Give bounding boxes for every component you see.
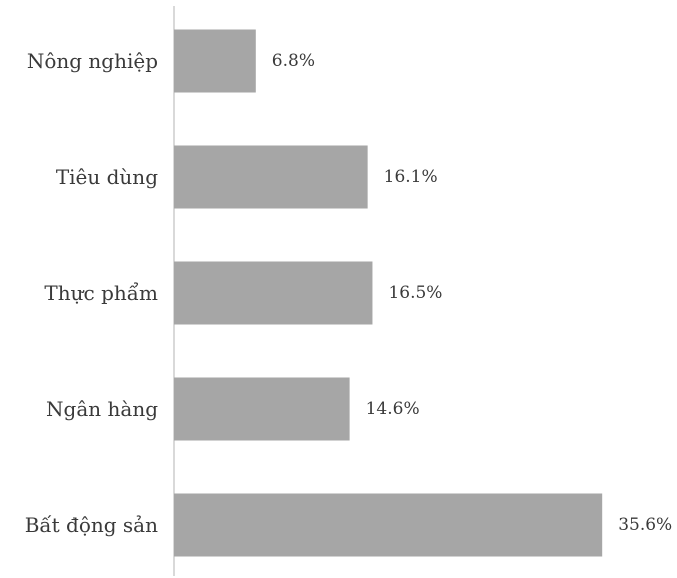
bar-3: [174, 377, 350, 441]
bar-1: [174, 145, 368, 209]
value-label: 16.1%: [384, 167, 438, 187]
category-label: Tiêu dùng: [56, 165, 158, 189]
bars-group: [174, 29, 603, 557]
category-labels-group: Nông nghiệp Tiêu dùng Thực phẩm Ngân hàng Bấ…: [25, 49, 159, 537]
value-label: 6.8%: [272, 51, 315, 71]
value-labels-group: 6.8% 16.1% 16.5% 14.6% 35.6%: [272, 51, 672, 535]
bar-0: [174, 29, 256, 93]
value-label: 16.5%: [388, 283, 442, 303]
category-label: Bất động sản: [25, 513, 158, 537]
bar-4: [174, 493, 603, 557]
category-label: Ngân hàng: [46, 397, 158, 421]
value-label: 14.6%: [366, 399, 420, 419]
value-label: 35.6%: [618, 515, 672, 535]
category-label: Nông nghiệp: [27, 49, 158, 73]
bar-2: [174, 261, 373, 325]
category-label: Thực phẩm: [44, 281, 158, 305]
